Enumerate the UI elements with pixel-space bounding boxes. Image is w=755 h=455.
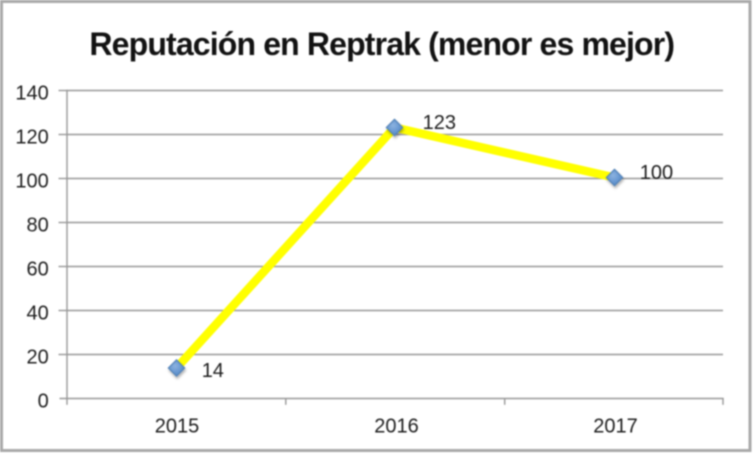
svg-text:123: 123	[423, 112, 456, 134]
svg-text:140: 140	[15, 82, 48, 104]
svg-text:40: 40	[27, 302, 49, 324]
svg-text:20: 20	[27, 346, 49, 368]
svg-text:120: 120	[15, 126, 48, 148]
svg-text:2017: 2017	[593, 415, 638, 437]
svg-text:2016: 2016	[374, 415, 419, 437]
svg-text:2015: 2015	[155, 415, 200, 437]
svg-text:100: 100	[640, 162, 673, 184]
svg-text:100: 100	[15, 170, 48, 192]
svg-text:80: 80	[27, 214, 49, 236]
svg-text:Reputación en Reptrak (menor e: Reputación en Reptrak (menor es mejor)	[89, 26, 674, 62]
svg-text:0: 0	[38, 390, 49, 412]
svg-text:14: 14	[202, 360, 224, 382]
svg-text:60: 60	[27, 258, 49, 280]
